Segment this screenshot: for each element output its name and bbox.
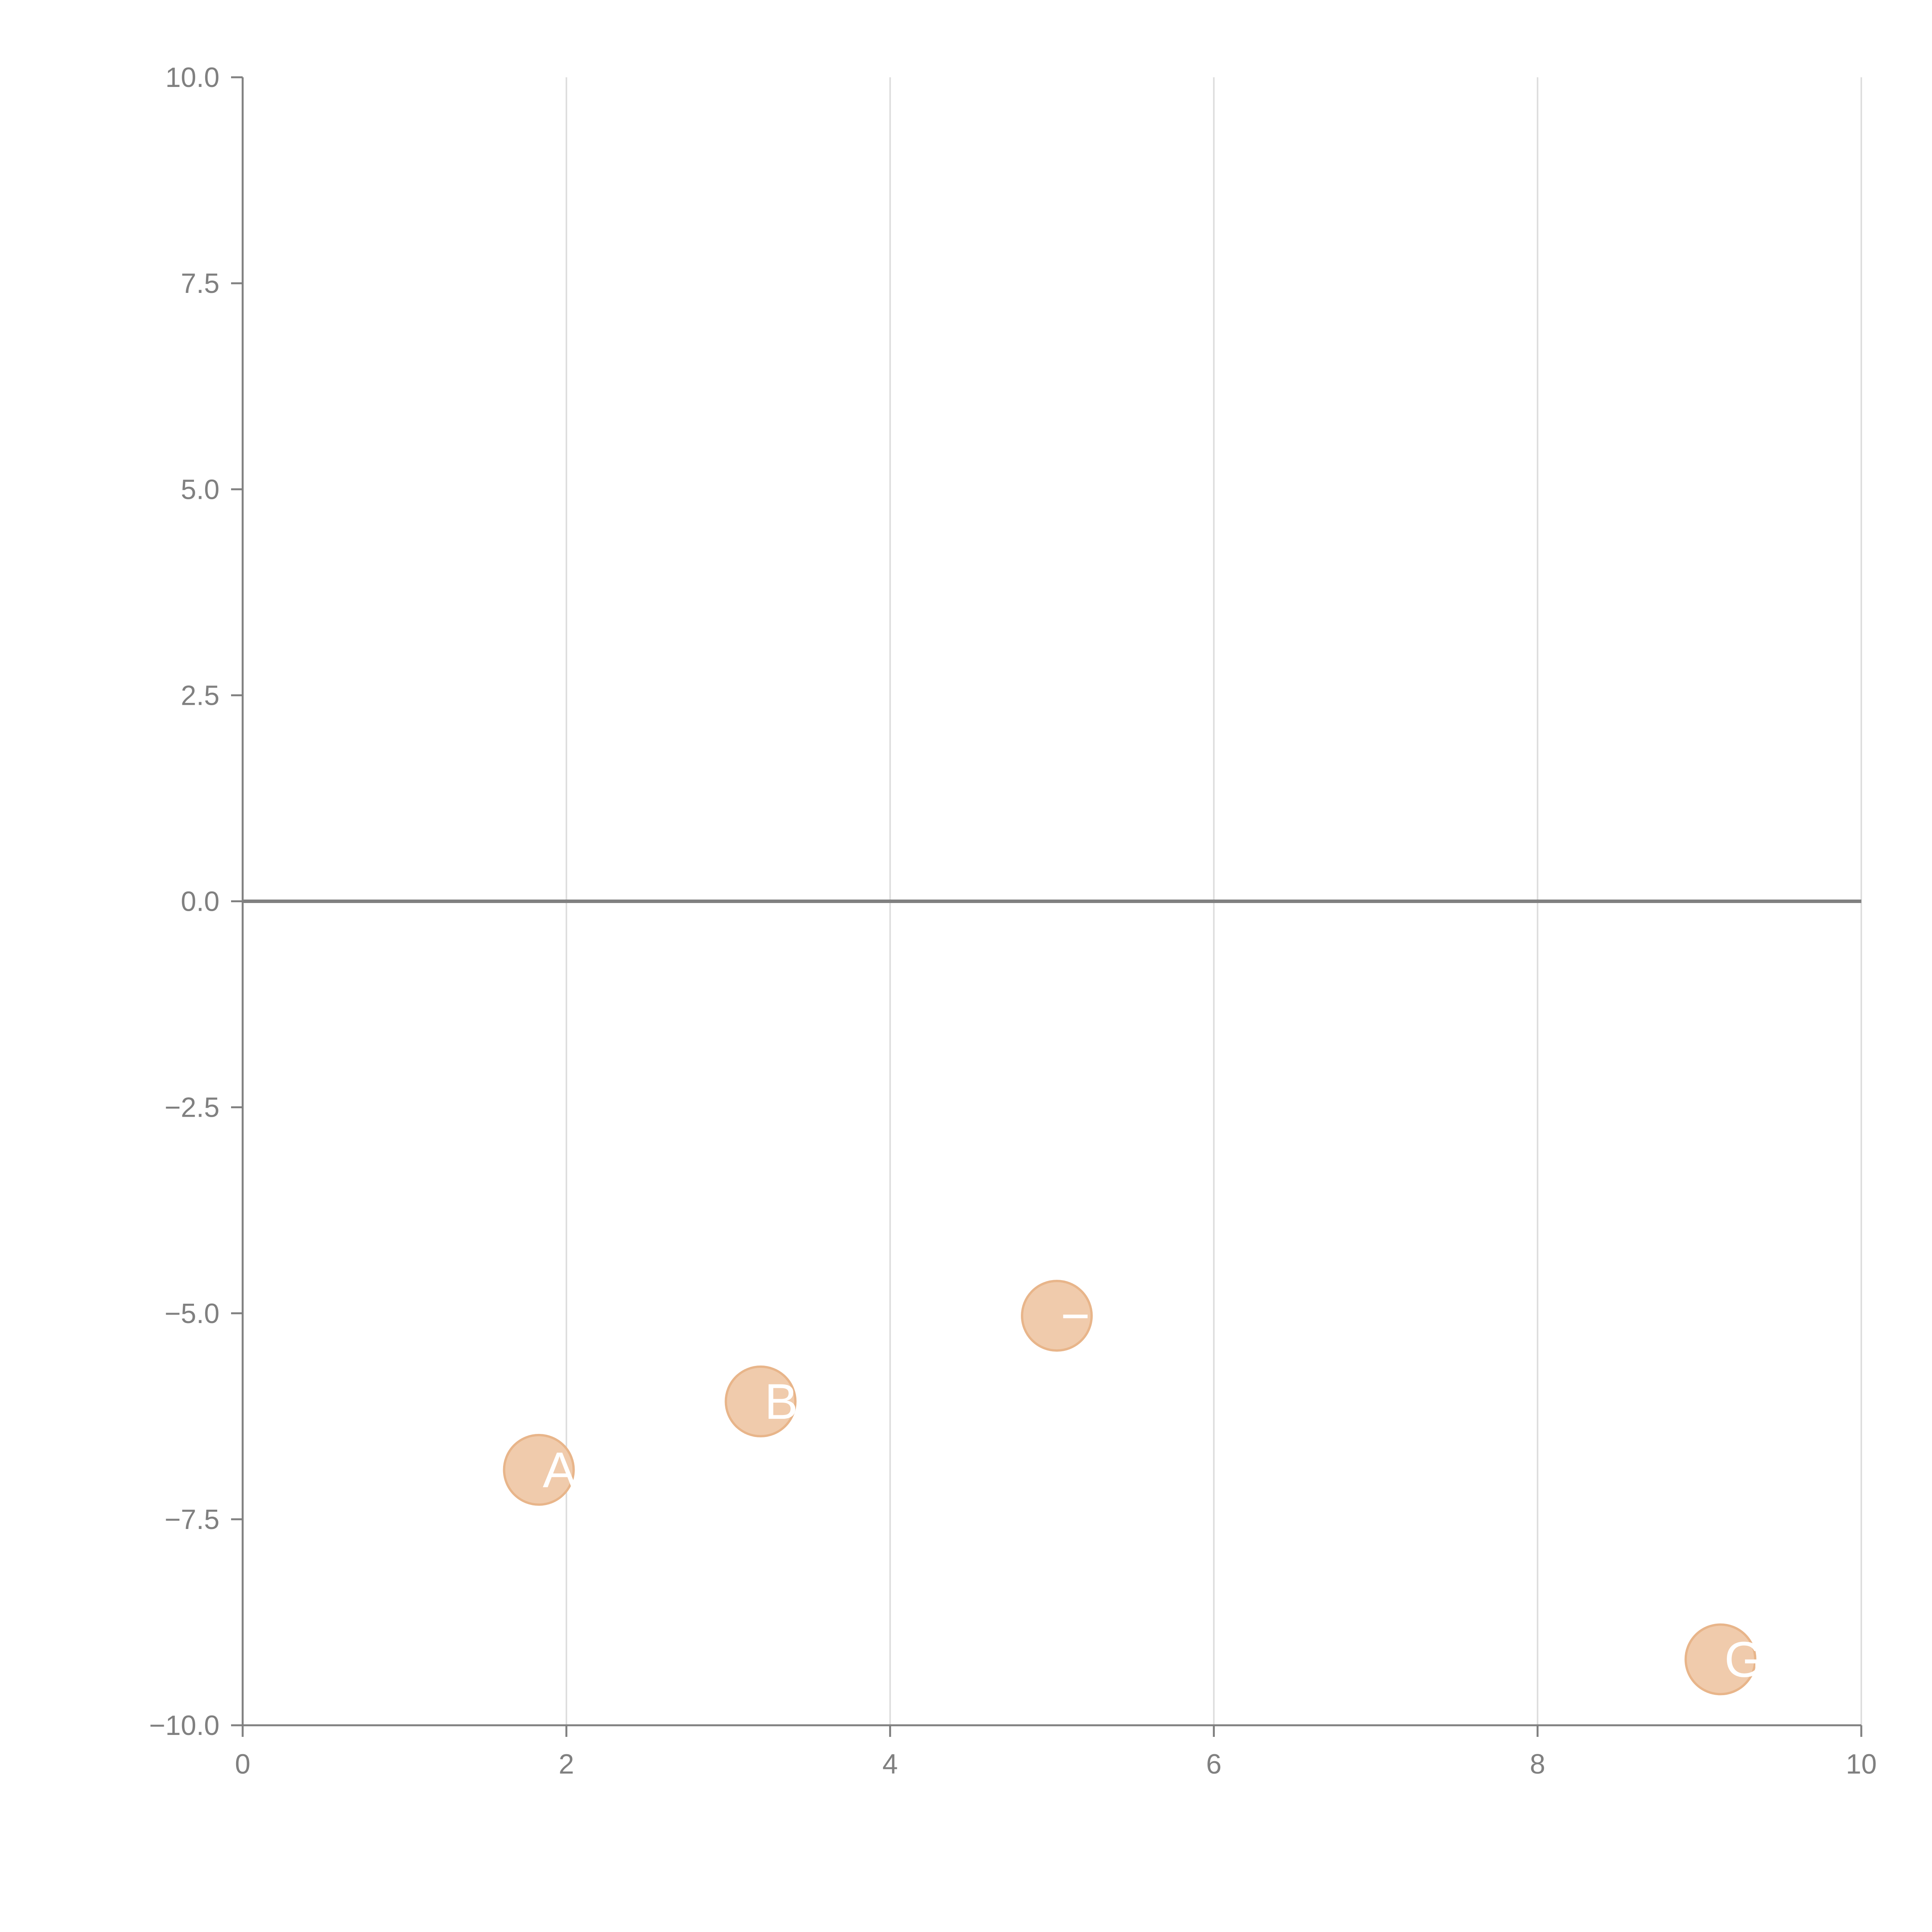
label-layer: A B −E GA: [543, 1287, 1797, 1687]
x-tick-label: 2: [559, 1749, 574, 1780]
x-tick-label: 10: [1846, 1749, 1877, 1780]
x-tick-label: 8: [1530, 1749, 1545, 1780]
data-point: [1021, 1280, 1093, 1352]
x-tick-label: 4: [883, 1749, 898, 1780]
point-label: A: [543, 1442, 577, 1498]
y-tick-label: −2.5: [165, 1092, 219, 1123]
y-tick-label: −7.5: [165, 1504, 219, 1535]
data-point: [503, 1434, 575, 1506]
y-tick-label: 7.5: [181, 268, 219, 299]
point-label: GA: [1725, 1631, 1797, 1687]
y-tick-label: 2.5: [181, 680, 219, 711]
point-label: −E: [1061, 1287, 1124, 1344]
y-tick-label: 0.0: [181, 886, 219, 917]
data-point: [1684, 1623, 1757, 1696]
y-tick-label: 10.0: [165, 62, 219, 93]
x-tick-label: 6: [1206, 1749, 1221, 1780]
point-layer: [503, 1280, 1757, 1696]
x-tick-label: 0: [235, 1749, 250, 1780]
y-tick-label: 5.0: [181, 474, 219, 505]
tick-layer: 0 2 4 6 8 10 10.0 7.5 5.0 2.5 0.0 −2.5 −5.0 −7.5 −10.0: [149, 62, 1877, 1780]
data-point: [724, 1365, 797, 1437]
y-tick-label: −5.0: [165, 1298, 219, 1329]
y-tick-label: −10.0: [149, 1710, 219, 1741]
point-label: B: [764, 1373, 798, 1430]
